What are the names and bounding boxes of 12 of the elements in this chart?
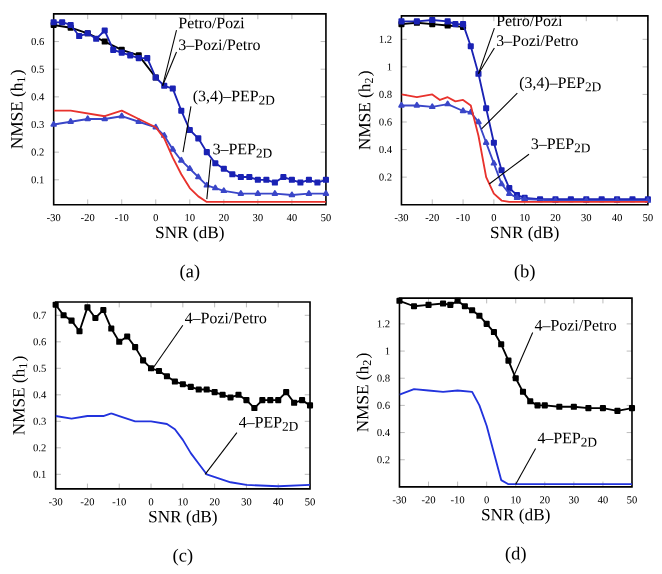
y-axis-title: NMSE (h$_{2}$) (356, 353, 372, 432)
y-axis-title: NMSE (h$_{1}$) (10, 70, 27, 149)
y-axis-title: NMSE (h$_{1}$) (12, 356, 29, 435)
text: (a) (180, 264, 200, 282)
x-axis-title: SNR (dB) (491, 226, 559, 242)
x-axis-title: SNR (dB) (149, 510, 217, 526)
y-axis-title: NMSE (h$_{2}$) (358, 71, 374, 150)
text: (b) (514, 264, 535, 282)
text: (d) (505, 546, 526, 564)
x-axis-title: SNR (dB) (482, 508, 550, 524)
x-axis-title: SNR (dB) (156, 226, 224, 242)
text: (c) (173, 548, 193, 566)
